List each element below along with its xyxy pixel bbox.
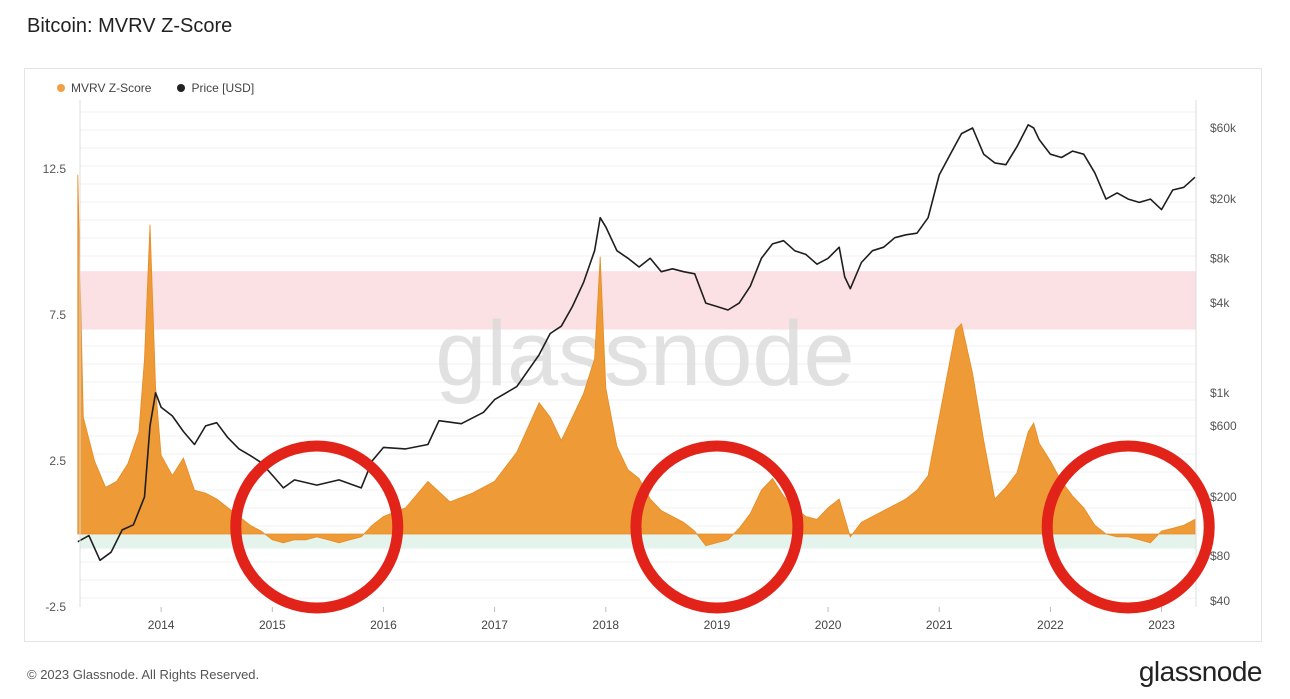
left-axis-tick: 12.5 [43,162,67,176]
right-axis-tick: $600 [1210,419,1237,433]
x-axis-tick: 2016 [370,618,397,632]
right-axis-tick: $20k [1210,192,1237,206]
watermark: glassnode [435,303,854,405]
legend-item-price[interactable]: Price [USD] [177,81,254,95]
mvrv-area [77,174,1196,547]
right-axis-tick: $60k [1210,121,1237,135]
highlight-circle [630,440,804,614]
chart-legend: MVRV Z-Score Price [USD] [57,81,254,95]
legend-swatch-price [177,84,186,92]
legend-swatch-mvrv [57,84,65,92]
x-axis-tick: 2023 [1148,618,1175,632]
legend-label-mvrv: MVRV Z-Score [71,81,152,95]
copyright-notice: © 2023 Glassnode. All Rights Reserved. [27,667,260,682]
right-axis-tick: $200 [1210,490,1237,504]
right-axis-tick: $80 [1210,549,1230,563]
left-axis-tick: 7.5 [49,308,66,322]
band-overvalued [80,271,1196,330]
highlight-circle [230,440,404,614]
right-axis-tick: $8k [1210,251,1230,265]
x-axis-tick: 2019 [704,618,731,632]
right-axis-tick: $40 [1210,594,1230,608]
highlight-circle [1041,440,1215,614]
right-axis-tick: $1k [1210,386,1230,400]
x-axis-tick: 2021 [926,618,953,632]
x-axis-tick: 2018 [592,618,619,632]
x-axis-tick: 2014 [148,618,175,632]
x-axis-tick: 2015 [259,618,286,632]
chart-frame [24,68,1262,642]
x-axis-tick: 2017 [481,618,508,632]
chart-title: Bitcoin: MVRV Z-Score [27,15,233,37]
brand-logo: glassnode [1138,656,1263,687]
right-axis-tick: $4k [1210,296,1230,310]
left-axis-tick: -2.5 [45,600,66,614]
legend-item-mvrv[interactable]: MVRV Z-Score [57,81,151,95]
legend-label-price: Price [USD] [191,81,255,95]
x-axis-tick: 2020 [815,618,842,632]
x-axis-tick: 2022 [1037,618,1064,632]
left-axis-tick: 2.5 [49,454,66,468]
price-line [77,124,1196,562]
